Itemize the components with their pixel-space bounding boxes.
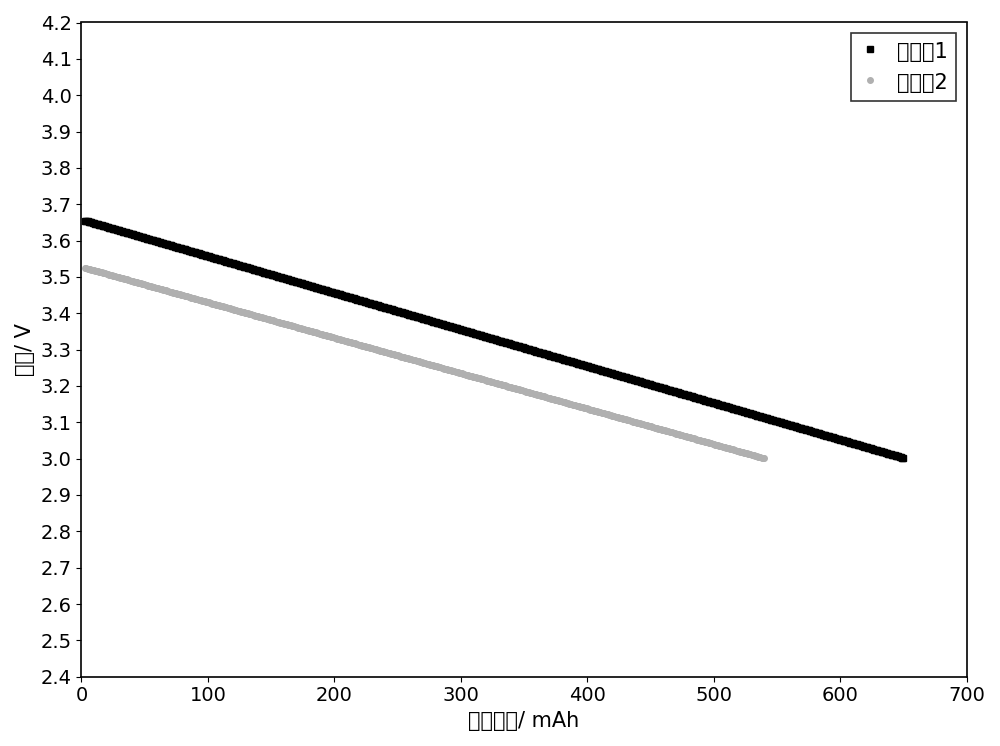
- 实施例1: [897, 454, 909, 463]
- 实施例1: [721, 402, 733, 411]
- 对比例2: [117, 274, 129, 283]
- 实施例1: [648, 381, 660, 390]
- 对比例2: [79, 263, 91, 272]
- 对比例2: [758, 454, 770, 463]
- 对比例2: [596, 408, 608, 417]
- X-axis label: 放电容量/ mAh: 放电容量/ mAh: [468, 711, 580, 731]
- Line: 实施例1: 实施例1: [82, 218, 906, 461]
- 对比例2: [684, 433, 696, 442]
- 实施例1: [659, 384, 671, 393]
- 实施例1: [79, 216, 91, 225]
- 对比例2: [665, 427, 677, 436]
- 对比例2: [559, 398, 571, 407]
- 实施例1: [604, 369, 616, 377]
- 实施例1: [485, 334, 497, 343]
- Y-axis label: 电压/ V: 电压/ V: [15, 323, 35, 376]
- 实施例1: [297, 279, 309, 288]
- 对比例2: [490, 378, 502, 387]
- Line: 对比例2: 对比例2: [82, 265, 767, 461]
- Legend: 实施例1, 对比例2: 实施例1, 对比例2: [851, 33, 956, 101]
